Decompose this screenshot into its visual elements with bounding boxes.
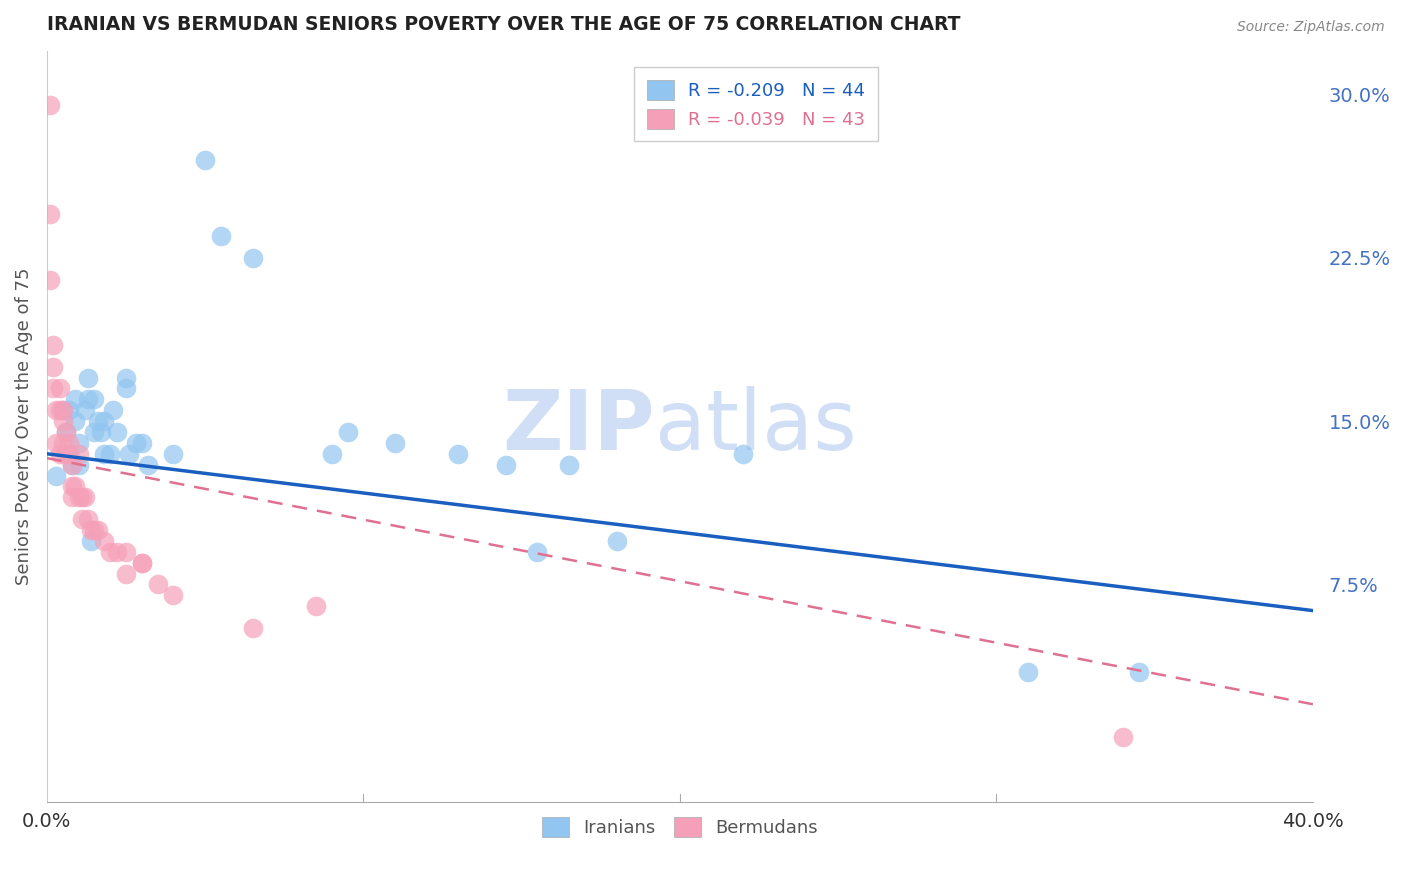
Point [209,229,232,244]
Point [39,207,62,221]
Point [83,523,105,537]
Y-axis label: Seniors Poverty Over the Age of 75: Seniors Poverty Over the Age of 75 [15,268,32,585]
Point [1128,665,1150,679]
Point [98,545,121,559]
Point [67,447,90,461]
Point [67,491,90,505]
Point [83,392,105,407]
Point [77,370,100,384]
Point [73,403,96,417]
Point [242,621,264,635]
Point [52,436,75,450]
Point [55,425,77,439]
Point [70,512,93,526]
Point [146,577,169,591]
Point [105,545,128,559]
Point [86,414,108,428]
Point [105,425,128,439]
Point [1112,730,1135,744]
Point [48,403,70,417]
Point [67,436,90,450]
Point [60,491,83,505]
Point [526,545,548,559]
Point [606,533,628,548]
Point [131,556,153,570]
Point [162,588,184,602]
Point [118,447,141,461]
Point [45,436,67,450]
Point [65,414,87,428]
Point [733,447,755,461]
Point [131,556,153,570]
Point [45,403,67,417]
Point [305,599,328,614]
Point [60,458,83,472]
Point [67,458,90,472]
Point [58,436,80,450]
Point [136,458,159,472]
Point [1017,665,1039,679]
Point [103,403,125,417]
Point [55,425,77,439]
Text: IRANIAN VS BERMUDAN SENIORS POVERTY OVER THE AGE OF 75 CORRELATION CHART: IRANIAN VS BERMUDAN SENIORS POVERTY OVER… [46,15,960,34]
Point [65,392,87,407]
Point [93,414,115,428]
Point [83,425,105,439]
Legend: Iranians, Bermudans: Iranians, Bermudans [533,808,827,846]
Point [80,523,103,537]
Point [162,447,184,461]
Point [77,512,100,526]
Point [48,381,70,395]
Point [60,479,83,493]
Point [384,436,406,450]
Point [58,403,80,417]
Point [98,447,121,461]
Point [58,447,80,461]
Point [115,381,138,395]
Point [70,491,93,505]
Point [39,98,62,112]
Point [90,425,112,439]
Point [65,479,87,493]
Point [73,491,96,505]
Point [77,392,100,407]
Point [93,447,115,461]
Point [447,447,470,461]
Point [115,545,138,559]
Point [131,436,153,450]
Point [48,447,70,461]
Point [321,447,343,461]
Point [42,338,65,352]
Point [39,272,62,286]
Point [495,458,517,472]
Point [60,458,83,472]
Point [93,533,115,548]
Point [52,403,75,417]
Point [42,359,65,374]
Point [115,370,138,384]
Text: ZIP: ZIP [502,386,655,467]
Point [52,414,75,428]
Point [42,381,65,395]
Text: Source: ZipAtlas.com: Source: ZipAtlas.com [1237,20,1385,34]
Point [194,153,217,167]
Point [336,425,359,439]
Text: atlas: atlas [655,386,856,467]
Point [52,403,75,417]
Point [242,251,264,265]
Point [58,447,80,461]
Point [124,436,146,450]
Point [558,458,581,472]
Point [86,523,108,537]
Point [80,533,103,548]
Point [115,566,138,581]
Point [55,447,77,461]
Point [45,468,67,483]
